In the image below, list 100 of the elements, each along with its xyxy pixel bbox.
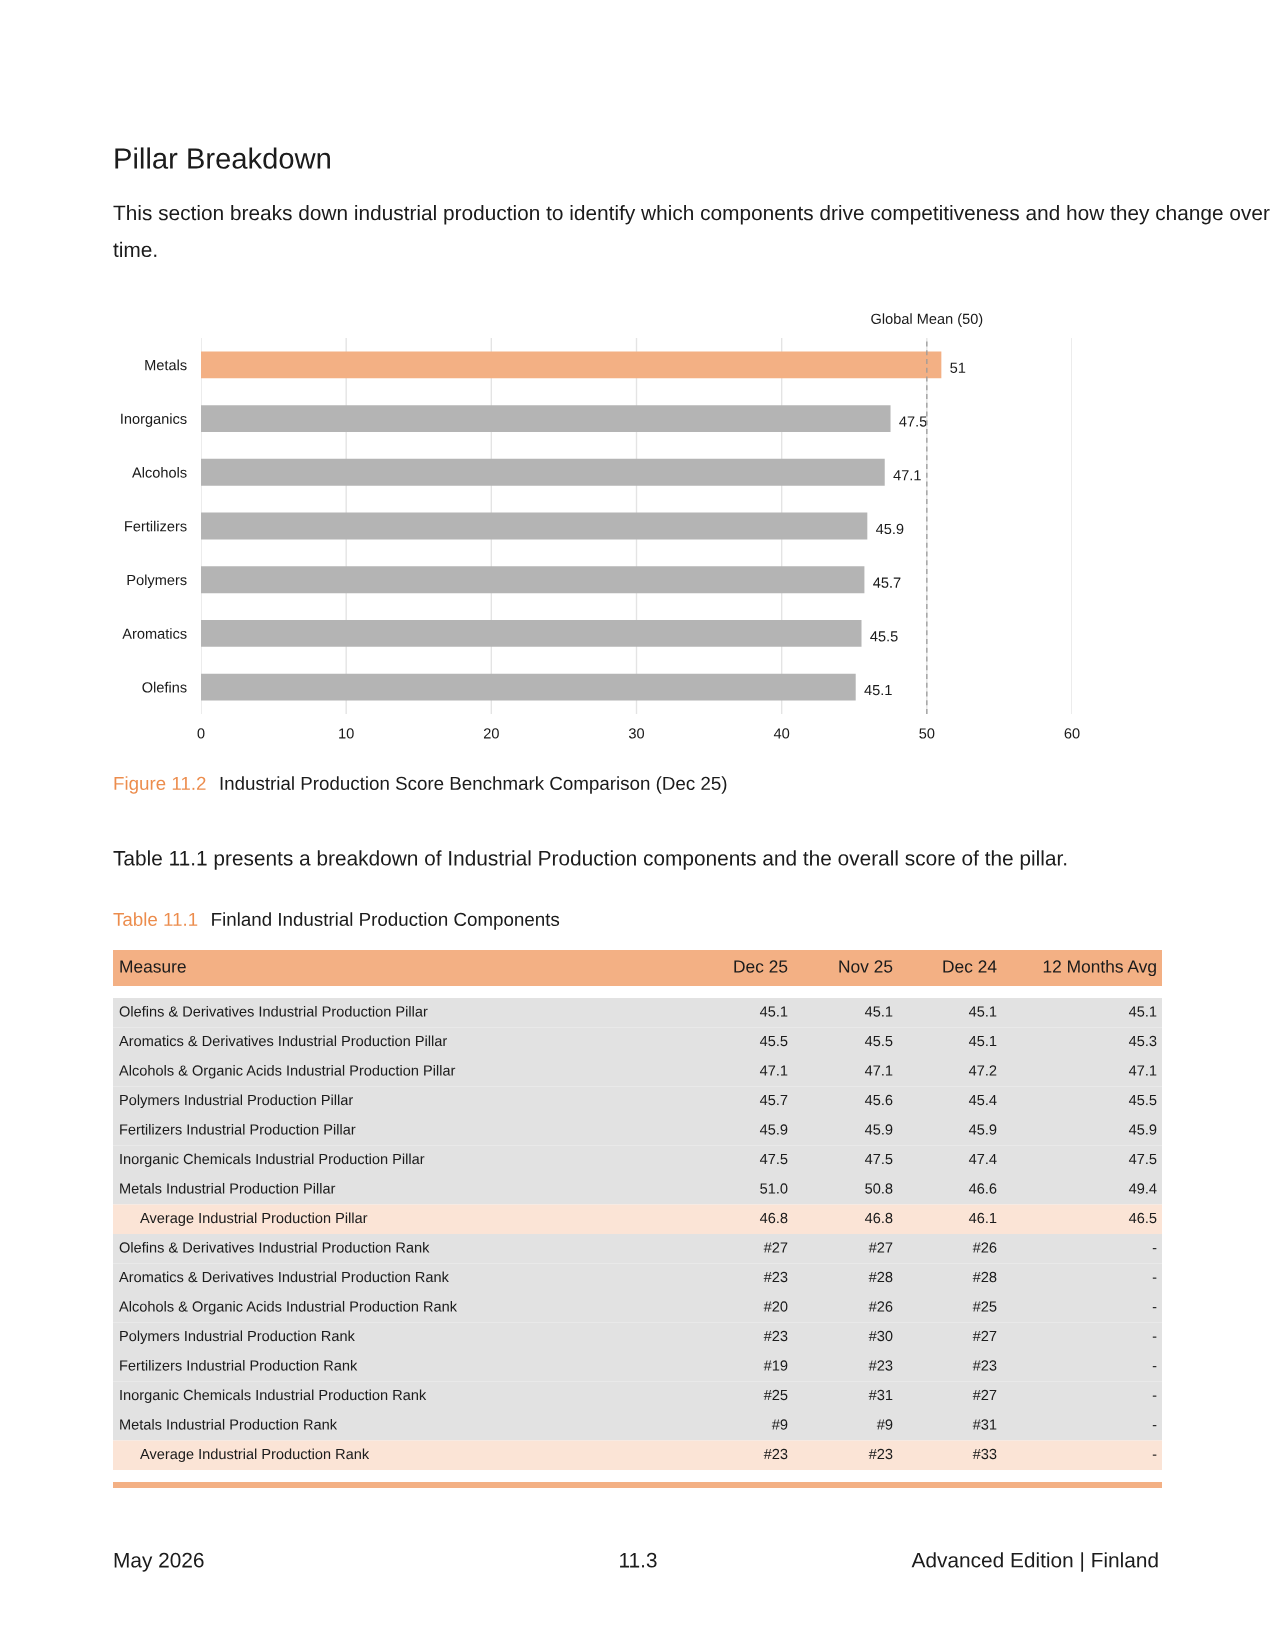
chart-subtitle: This section breaks down industrial production to identify which components drive competitiveness and how they change over time. [113,205,1270,258]
text: 45.5 [864,1035,893,1047]
text: #9 [876,1419,893,1430]
text: - [1152,1366,1157,1368]
category-label: Polymers Industrial Production Rank [120,1330,355,1345]
text: #26 [972,1242,997,1253]
text: 46.8 [864,1212,893,1224]
category-label: Average Industrial Production Rank [140,1448,370,1463]
text: #9 [771,1419,788,1430]
text: 45.4 [968,1094,997,1106]
text: #33 [972,1448,997,1460]
text: 45.7 [759,1094,788,1106]
text: - [1152,1454,1157,1456]
text: Finland Industrial Production Components [212,912,560,930]
x-tick-label: 30 [628,728,645,739]
bar [201,620,862,647]
text: - [1152,1307,1157,1309]
y-tick-label: Metals [145,359,187,371]
y-tick-label: Polymers [127,574,187,589]
x-tick-label: 20 [483,728,499,739]
text: 47.4 [968,1153,997,1165]
text: - [1152,1425,1157,1427]
category-label: Aromatics & Derivatives Industrial Production Pillar [119,1035,447,1047]
text: #23 [972,1360,997,1371]
category-label: Olefins & Derivatives Industrial Production Rank [119,1241,430,1253]
text: - [1152,1248,1157,1250]
bar [201,673,856,701]
text: #30 [868,1330,893,1342]
caption: Figure 11.2 [114,776,206,794]
text: #25 [763,1389,788,1401]
text: 46.8 [759,1212,788,1224]
chart-title: Pillar Breakdown [115,147,330,169]
category-label: Dec 24 [943,960,997,973]
text: 11.3 [620,1552,657,1568]
data-label: 47.5 [899,416,927,427]
x-tick-label: 40 [773,728,790,739]
category-label: Metals Industrial Production Rank [120,1418,338,1430]
category-label: Metals Industrial Production Pillar [120,1182,336,1194]
text: 45.9 [968,1124,997,1135]
category-label: Alcohols & Organic Acids Industrial Production Pillar [119,1064,456,1079]
text: 47.5 [759,1153,788,1165]
text: 45.1 [759,1006,788,1017]
caption: Table 11.1 [113,912,198,927]
text: 47.5 [864,1153,893,1165]
y-tick-label: Aromatics [122,628,187,639]
text: - [1152,1395,1157,1397]
x-tick-label: 60 [1064,728,1080,739]
bar [201,351,942,379]
x-tick-label: 50 [919,728,935,739]
bar [201,458,885,486]
bar [201,512,868,540]
text: - [1152,1336,1157,1338]
text: #25 [972,1301,997,1312]
bar [201,566,865,594]
text: 45.5 [759,1035,788,1047]
text: 45.3 [1128,1035,1157,1047]
category-label: Inorganic Chemicals Industrial Production Pillar [120,1153,425,1168]
text: #23 [763,1330,788,1342]
category-label: Measure [120,960,186,973]
text: 45.1 [968,1035,997,1047]
text: 46.6 [968,1183,997,1194]
text: 47.1 [1128,1065,1157,1076]
text: 45.1 [968,1006,997,1017]
text: #23 [868,1360,893,1371]
y-tick-label: Alcohols [132,467,187,478]
text: 45.5 [1128,1094,1157,1106]
text: #23 [763,1448,788,1460]
text: #27 [972,1389,997,1401]
category-label: Fertilizers Industrial Production Rank [120,1359,358,1371]
text: #28 [868,1271,893,1283]
category-label: Inorganic Chemicals Industrial Production Rank [120,1389,427,1404]
text: #27 [868,1242,893,1253]
category-label: Nov 25 [839,960,893,973]
category-label: Polymers Industrial Production Pillar [120,1094,353,1109]
text: #27 [763,1242,788,1253]
category-label: Dec 25 [734,960,788,973]
category-label: Alcohols & Organic Acids Industrial Production Rank [119,1300,458,1315]
text: #27 [972,1330,997,1342]
text: 51.0 [760,1183,788,1194]
text: #23 [763,1271,788,1283]
data-label: 45.9 [875,523,904,535]
text: #19 [763,1360,788,1371]
category-label: 12 Months Avg [1043,959,1156,977]
text: 47.1 [759,1065,788,1076]
text: 50.8 [865,1183,893,1194]
data-label: 45.5 [870,631,898,642]
y-tick-label: Inorganics [121,413,187,427]
text: 46.5 [1128,1212,1157,1224]
text: 45.9 [759,1124,788,1135]
x-tick-label: 10 [339,728,354,739]
category-label: Olefins & Derivatives Industrial Production Pillar [119,1005,428,1017]
text: #20 [763,1301,788,1312]
y-tick-label: Olefins [142,681,187,693]
text: Advanced Edition | Finland [911,1552,1158,1572]
data-label: 47.1 [893,470,921,481]
category-label: Fertilizers Industrial Production Pillar [120,1123,356,1135]
data-label: 45.7 [873,577,901,588]
text: 45.9 [1128,1124,1157,1135]
ref-line-label: Global Mean (50) [871,313,983,327]
category-label: Average Industrial Production Pillar [140,1212,368,1227]
